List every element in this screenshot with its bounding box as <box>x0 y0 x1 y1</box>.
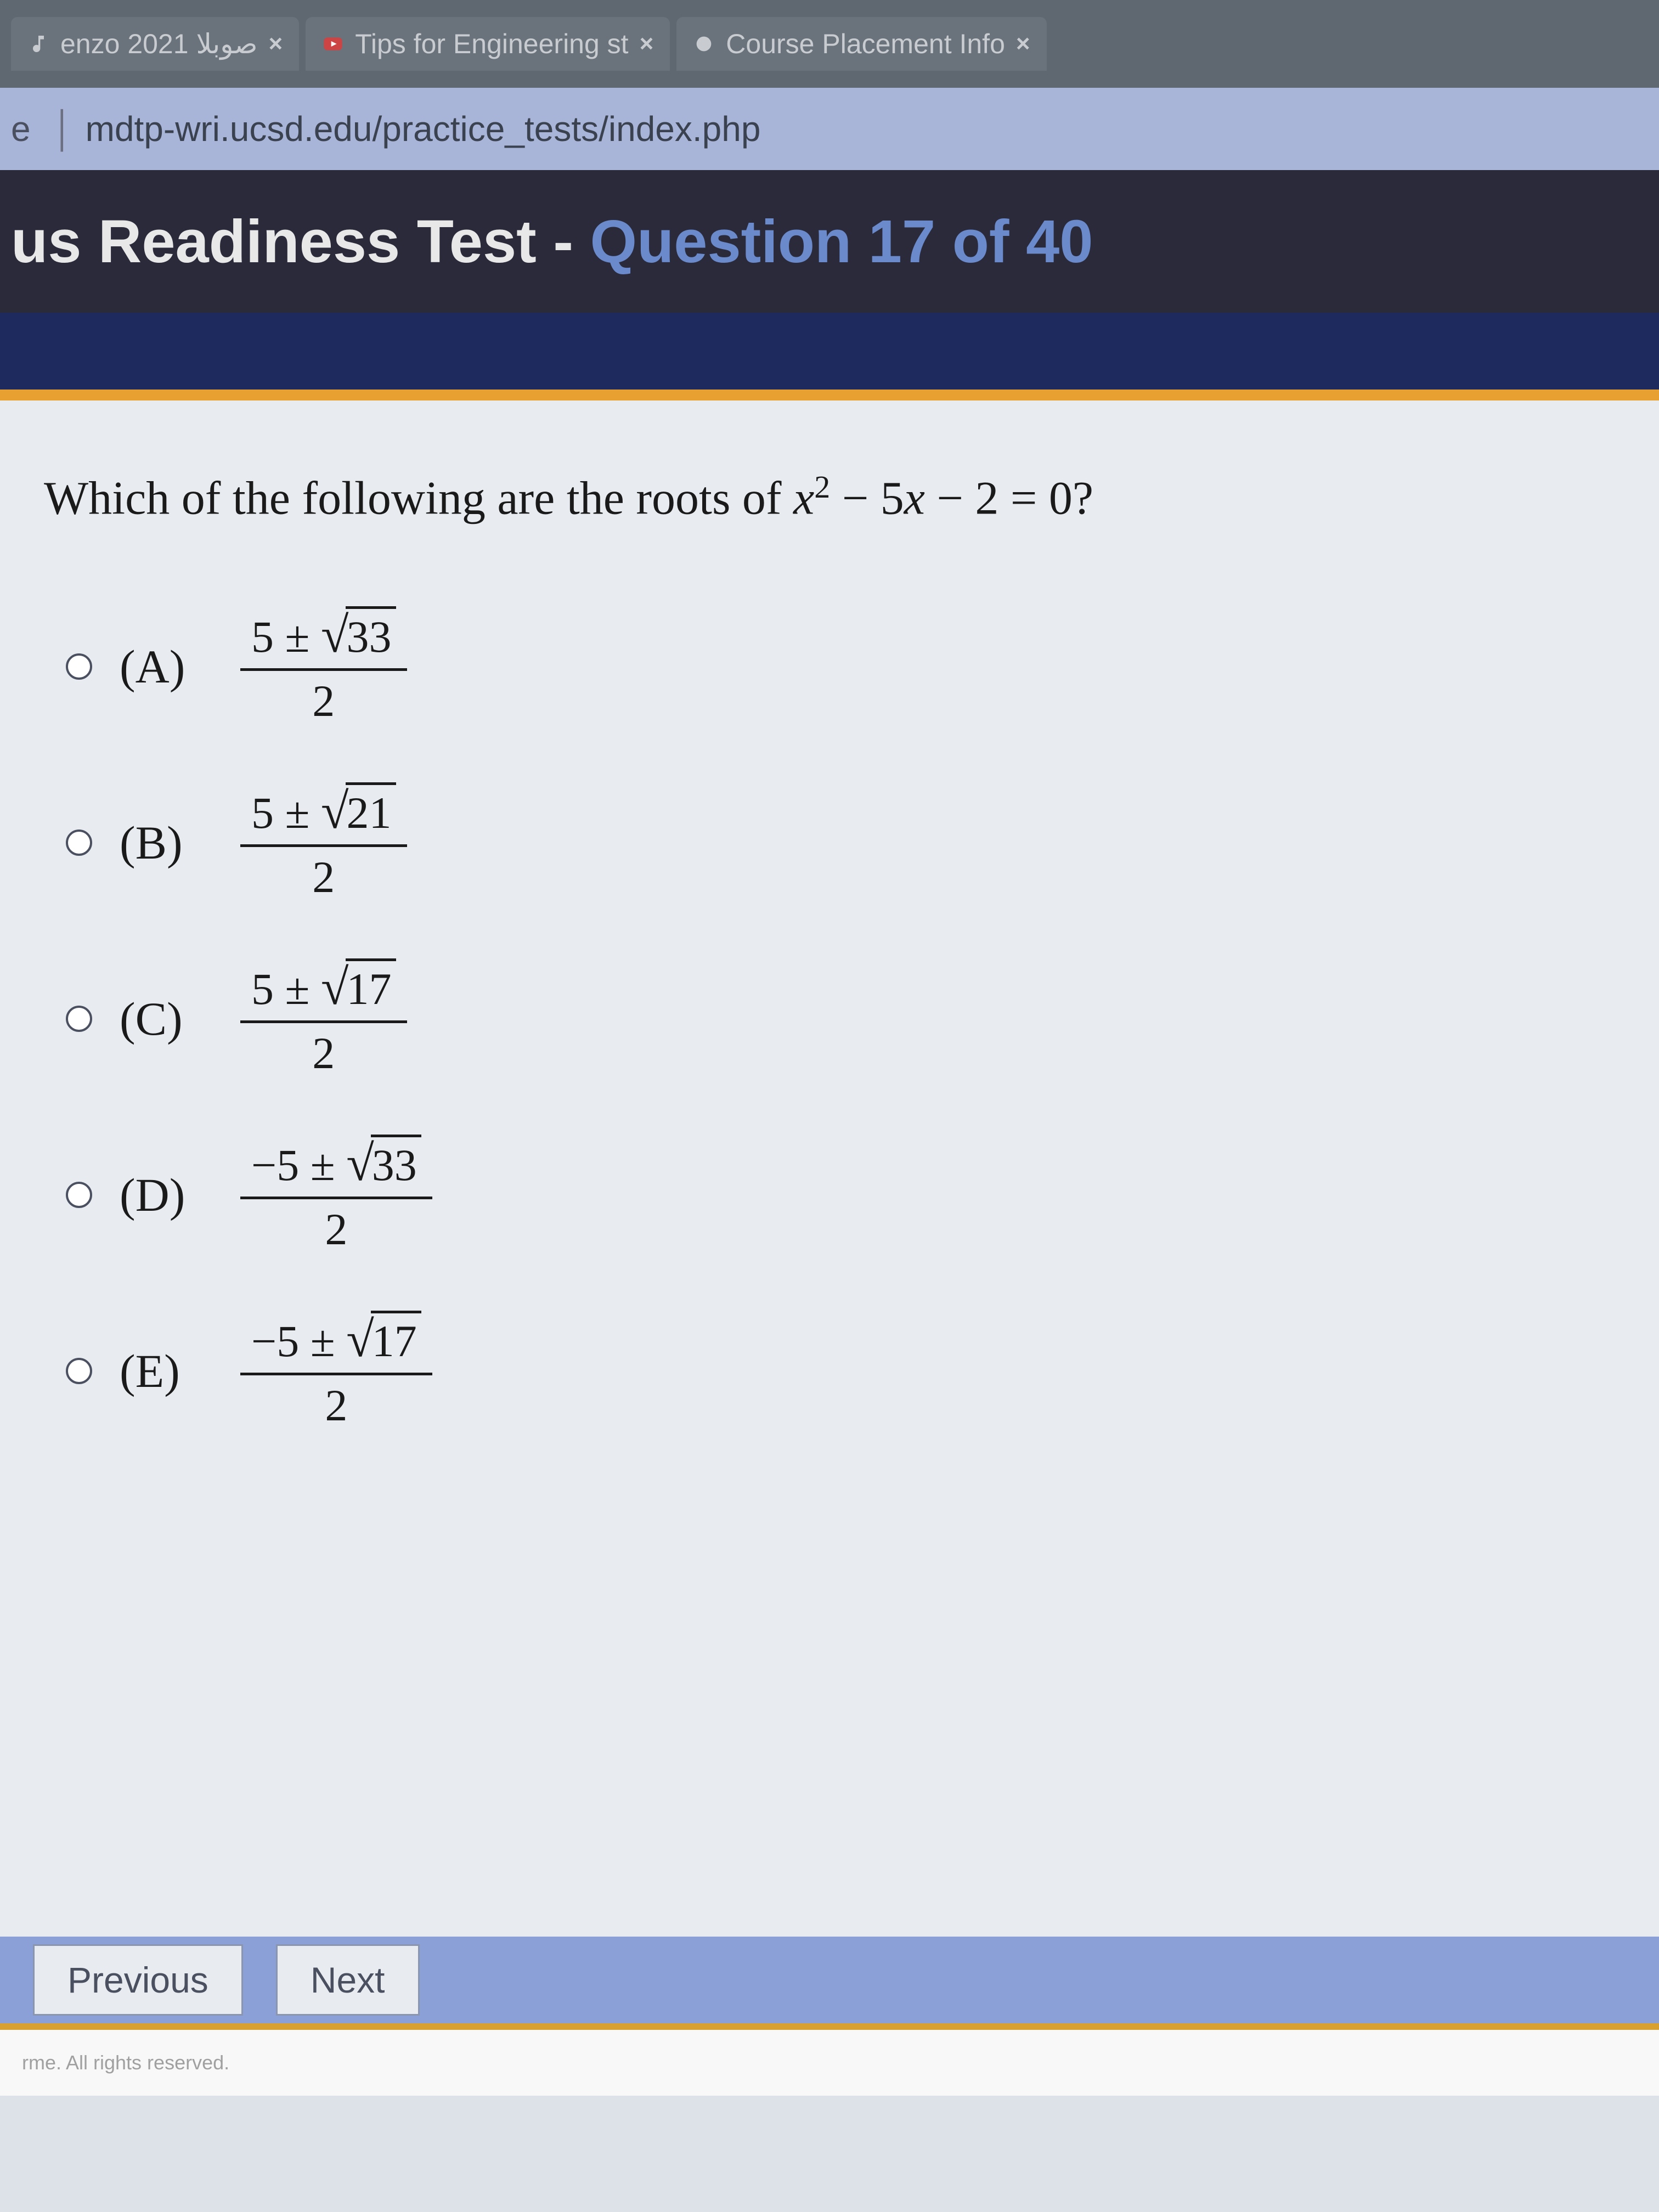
radio-button[interactable] <box>66 830 92 856</box>
browser-tab[interactable]: Tips for Engineering st × <box>306 17 670 71</box>
badge-icon <box>693 33 715 55</box>
option-a[interactable]: (A) 5 ± √33 2 <box>66 606 1615 727</box>
sqrt: √17 <box>321 958 396 1016</box>
page-title: us Readiness Test - Question 17 of 40 <box>11 207 1093 276</box>
sqrt: √33 <box>321 606 396 664</box>
sqrt-symbol: √ <box>321 606 349 664</box>
url-divider: │ <box>42 109 86 149</box>
sqrt-symbol: √ <box>321 958 349 1016</box>
sqrt-symbol: √ <box>346 1134 374 1192</box>
header-band <box>0 313 1659 400</box>
radio-button[interactable] <box>66 1358 92 1384</box>
tab-label: Tips for Engineering st <box>355 28 628 60</box>
option-fraction: −5 ± √17 2 <box>240 1310 432 1431</box>
option-c[interactable]: (C) 5 ± √17 2 <box>66 958 1615 1079</box>
fraction-denominator: 2 <box>312 847 335 903</box>
fraction-numerator: 5 ± √33 <box>240 606 407 671</box>
title-question: Question 17 of 40 <box>590 208 1093 275</box>
sqrt-radicand: 17 <box>346 958 396 1015</box>
close-icon[interactable]: × <box>1016 30 1030 58</box>
question-area: Which of the following are the roots of … <box>0 400 1659 1937</box>
prompt-text: Which of the following are the roots of <box>44 472 793 524</box>
footer-text: rme. All rights reserved. <box>22 2051 229 2074</box>
option-fraction: 5 ± √21 2 <box>240 782 407 903</box>
question-prompt: Which of the following are the roots of … <box>44 466 1615 529</box>
previous-button[interactable]: Previous <box>33 1944 243 2016</box>
fraction-denominator: 2 <box>312 671 335 727</box>
sqrt-radicand: 33 <box>346 606 396 663</box>
tab-label: Course Placement Info <box>726 28 1005 60</box>
page-header: us Readiness Test - Question 17 of 40 <box>0 170 1659 313</box>
fraction-denominator: 2 <box>325 1375 347 1431</box>
option-fraction: 5 ± √17 2 <box>240 958 407 1079</box>
fraction-numerator: −5 ± √33 <box>240 1134 432 1199</box>
option-fraction: −5 ± √33 2 <box>240 1134 432 1255</box>
browser-tab[interactable]: Course Placement Info × <box>676 17 1046 71</box>
option-letter: (E) <box>120 1344 213 1398</box>
fraction-numerator: 5 ± √17 <box>240 958 407 1023</box>
radio-button[interactable] <box>66 653 92 680</box>
close-icon[interactable]: × <box>640 30 654 58</box>
tab-label: enzo 2021 صوبلا <box>60 28 257 60</box>
fraction-numerator: 5 ± √21 <box>240 782 407 847</box>
url-text: mdtp-wri.ucsd.edu/practice_tests/index.p… <box>86 109 761 149</box>
browser-tab-bar: enzo 2021 صوبلا × Tips for Engineering s… <box>0 0 1659 88</box>
fraction-numerator: −5 ± √17 <box>240 1310 432 1375</box>
sqrt-radicand: 17 <box>371 1311 421 1367</box>
sqrt-radicand: 33 <box>371 1135 421 1191</box>
option-b[interactable]: (B) 5 ± √21 2 <box>66 782 1615 903</box>
equation-var: x <box>904 472 925 524</box>
sqrt: √21 <box>321 782 396 840</box>
radio-button[interactable] <box>66 1182 92 1208</box>
option-fraction: 5 ± √33 2 <box>240 606 407 727</box>
option-e[interactable]: (E) −5 ± √17 2 <box>66 1310 1615 1431</box>
option-letter: (B) <box>120 815 213 870</box>
close-icon[interactable]: × <box>268 30 283 58</box>
address-bar[interactable]: e │ mdtp-wri.ucsd.edu/practice_tests/ind… <box>0 88 1659 170</box>
sqrt: √33 <box>346 1134 421 1192</box>
sqrt: √17 <box>346 1310 421 1368</box>
sqrt-radicand: 21 <box>346 782 396 839</box>
sqrt-symbol: √ <box>346 1310 374 1368</box>
equation-sup: 2 <box>814 469 830 505</box>
url-prefix: e <box>11 109 42 149</box>
equation: x <box>793 472 814 524</box>
radio-button[interactable] <box>66 1006 92 1032</box>
title-prefix: us Readiness Test - <box>11 208 590 275</box>
option-letter: (C) <box>120 991 213 1046</box>
option-letter: (D) <box>120 1167 213 1222</box>
fraction-denominator: 2 <box>312 1023 335 1079</box>
option-d[interactable]: (D) −5 ± √33 2 <box>66 1134 1615 1255</box>
browser-tab[interactable]: enzo 2021 صوبلا × <box>11 17 299 71</box>
fraction-denominator: 2 <box>325 1199 347 1255</box>
nav-bar: Previous Next <box>0 1937 1659 2030</box>
option-letter: (A) <box>120 639 213 694</box>
footer: rme. All rights reserved. <box>0 2030 1659 2096</box>
music-icon <box>27 33 49 55</box>
youtube-icon <box>322 33 344 55</box>
next-button[interactable]: Next <box>276 1944 420 2016</box>
sqrt-symbol: √ <box>321 782 349 840</box>
answer-options: (A) 5 ± √33 2 (B) 5 ± √21 2 (C) 5 ± √17 … <box>44 606 1615 1431</box>
